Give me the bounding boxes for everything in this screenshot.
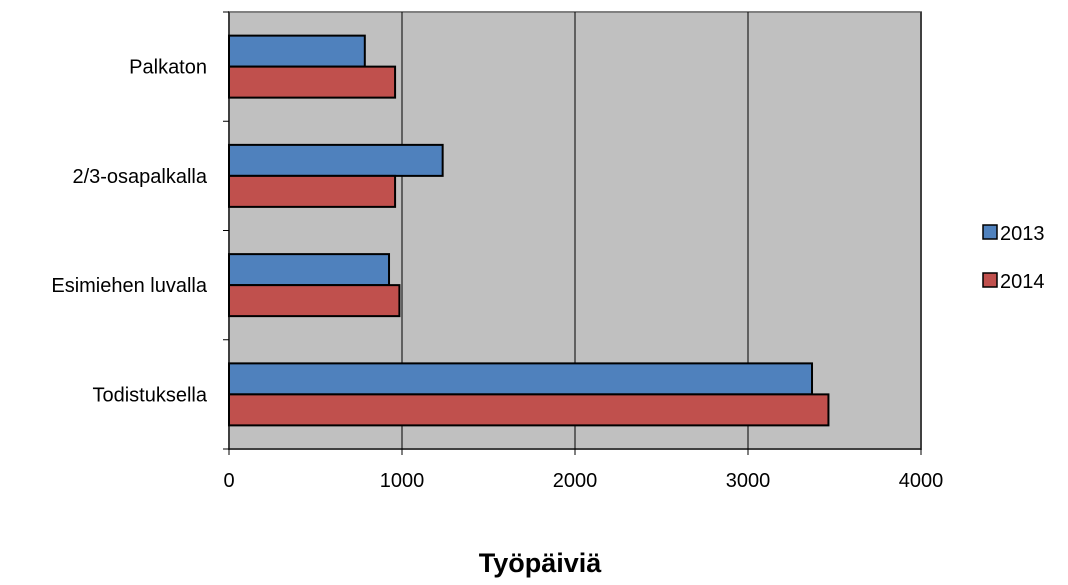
bar-2013-2-3-osapalkalla [228,143,444,177]
bars [228,34,830,427]
x-tick-label: 2000 [553,470,598,492]
bar-2014-2-3-osapalkalla [228,174,397,208]
bar-2013-palkaton [228,34,366,68]
legend-swatch-2013 [982,224,998,240]
x-tick-label: 1000 [380,470,425,492]
x-tick-label: 4000 [899,470,944,492]
bar-2013-todistuksella [228,362,814,396]
legend-label-2013: 2013 [1000,223,1045,245]
bar-2013-esimiehen-luvalla [228,253,391,287]
category-label: Palkaton [129,57,207,79]
x-tick-label: 0 [223,470,234,492]
tick-labels: 0 1000 2000 3000 4000 [223,470,943,492]
category-label: Esimiehen luvalla [51,275,208,297]
bar-2014-todistuksella [228,393,830,427]
x-axis-title: Työpäiviä [479,548,603,578]
category-label: 2/3-osapalkalla [72,166,207,188]
category-labels: Todistuksella Esimiehen luvalla 2/3-osapal… [51,57,208,407]
x-tick-label: 3000 [726,470,771,492]
legend-label-2014: 2014 [1000,271,1045,293]
legend-swatch-2014 [982,272,998,288]
category-label: Todistuksella [92,384,207,406]
axes [223,11,922,455]
bar-2014-esimiehen-luvalla [228,284,401,318]
legend: 2013 2014 [982,223,1045,293]
bar-2014-palkaton [228,65,397,99]
